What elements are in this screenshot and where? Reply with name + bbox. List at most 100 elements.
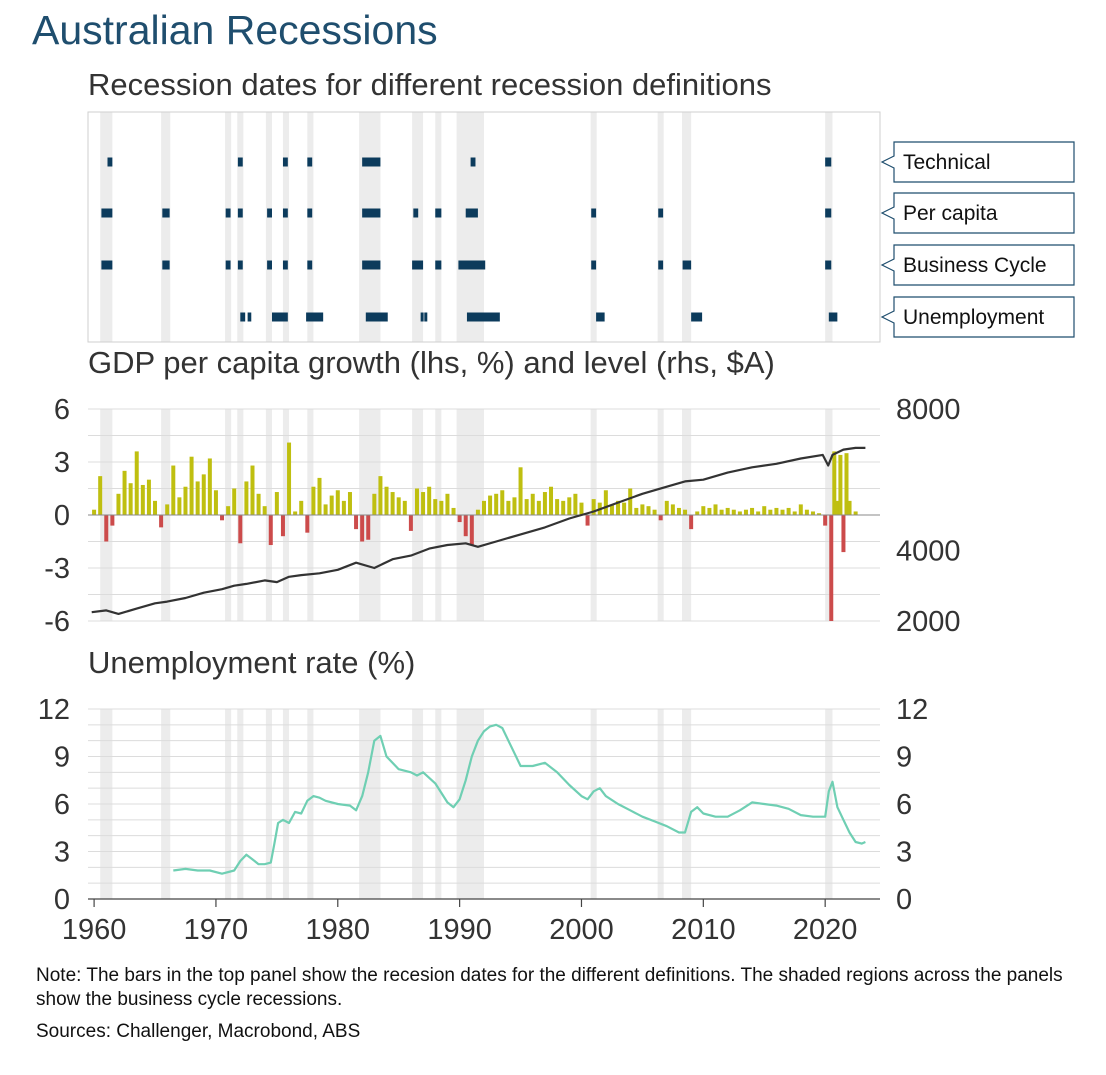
recession-period-bar bbox=[691, 312, 703, 322]
gdp-growth-bar bbox=[335, 490, 340, 515]
gdp-growth-bar bbox=[457, 515, 462, 523]
unemployment-panel: 12 12 9 9 6 6 3 3 0 0 bbox=[38, 694, 929, 916]
gdp-panel: 6 3 0 -3 -6 8000 4000 2000 bbox=[44, 394, 960, 638]
gdp-growth-bar bbox=[195, 481, 200, 515]
gdp-growth-bar bbox=[844, 453, 849, 515]
gdp-growth-bar bbox=[183, 486, 188, 515]
year-tick-label: 1990 bbox=[427, 914, 492, 946]
gdp-growth-bar bbox=[780, 509, 785, 515]
gdp-growth-bar bbox=[421, 492, 426, 515]
gdp-growth-bar bbox=[664, 500, 669, 515]
gdp-level-line bbox=[91, 446, 866, 615]
gdp-growth-bar bbox=[713, 504, 718, 515]
gdp-growth-bar bbox=[628, 488, 633, 515]
unemployment-left-tick-label: 0 bbox=[54, 884, 70, 916]
gdp-growth-bar bbox=[561, 500, 566, 515]
chart-sources: Sources: Challenger, Macrobond, ABS bbox=[36, 1021, 361, 1042]
unemployment-left-tick-label: 9 bbox=[54, 742, 70, 774]
recession-period-bar bbox=[362, 157, 381, 167]
gdp-growth-bar bbox=[104, 515, 109, 542]
gdp-growth-bar bbox=[810, 511, 815, 515]
unemployment-right-tick-label: 6 bbox=[896, 789, 912, 821]
gdp-growth-bar bbox=[853, 511, 858, 515]
gdp-growth-bar bbox=[262, 506, 267, 515]
gdp-growth-bar bbox=[719, 509, 724, 515]
gdp-right-tick-label: 2000 bbox=[896, 606, 961, 638]
gdp-growth-bar bbox=[695, 511, 700, 515]
gdp-left-tick-label: 0 bbox=[54, 500, 70, 532]
recession-period-bar bbox=[307, 260, 313, 270]
gdp-growth-bar bbox=[414, 488, 419, 515]
gdp-growth-bar bbox=[469, 515, 474, 546]
recession-period-bar bbox=[362, 260, 381, 270]
gdp-growth-bar bbox=[640, 504, 645, 515]
gdp-growth-bar bbox=[737, 511, 742, 515]
gdp-growth-bar bbox=[622, 502, 627, 515]
year-tick-label: 2000 bbox=[549, 914, 614, 946]
gdp-growth-bar bbox=[92, 509, 97, 515]
unemployment-rate-line bbox=[173, 723, 866, 875]
recession-shade-1 bbox=[161, 112, 171, 342]
gdp-growth-bar bbox=[512, 497, 517, 515]
gdp-growth-bar bbox=[652, 509, 657, 515]
gdp-growth-bar bbox=[555, 499, 560, 515]
recession-shade-1 bbox=[265, 112, 272, 342]
gdp-growth-bar bbox=[817, 513, 822, 515]
year-tick-label: 2010 bbox=[671, 914, 736, 946]
gdp-growth-bar bbox=[634, 507, 639, 515]
recession-period-bar bbox=[435, 208, 442, 218]
gdp-growth-bar bbox=[378, 476, 383, 515]
gdp-growth-bar bbox=[329, 495, 334, 515]
recession-dates-panel: Technical Per capita Business Cycle Unemplo… bbox=[87, 111, 1075, 343]
gdp-growth-bar bbox=[603, 490, 608, 515]
gdp-growth-bar bbox=[305, 515, 310, 533]
recession-period-bar bbox=[162, 260, 170, 270]
gdp-growth-bar bbox=[731, 509, 736, 515]
gdp-growth-bar bbox=[427, 486, 432, 515]
recession-period-bar bbox=[825, 260, 832, 270]
legend-label-technical: Technical bbox=[903, 151, 991, 174]
recession-period-bar bbox=[282, 260, 288, 270]
gdp-growth-bar bbox=[829, 515, 834, 621]
unemployment-right-tick-label: 0 bbox=[896, 884, 912, 916]
gdp-growth-bar bbox=[670, 504, 675, 515]
gdp-growth-bar bbox=[384, 486, 389, 515]
recession-shade-1 bbox=[359, 112, 381, 342]
gdp-growth-bar bbox=[390, 492, 395, 515]
gdp-growth-bar bbox=[591, 499, 596, 515]
gdp-growth-bar bbox=[658, 515, 663, 521]
gdp-growth-bar bbox=[609, 504, 614, 515]
gdp-panel-title: GDP per capita growth (lhs, %) and level… bbox=[88, 345, 775, 380]
recession-dates-panel-title: Recession dates for different recession … bbox=[88, 67, 772, 102]
gdp-growth-bar bbox=[494, 493, 499, 515]
gdp-growth-bar bbox=[439, 500, 444, 515]
chart-main-title: Australian Recessions bbox=[32, 7, 438, 53]
recession-period-bar bbox=[365, 312, 388, 322]
recession-shade-1 bbox=[307, 112, 314, 342]
recession-period-bar bbox=[424, 312, 428, 322]
gdp-growth-bar bbox=[396, 497, 401, 515]
gdp-growth-bar bbox=[482, 500, 486, 515]
gdp-growth-bar bbox=[500, 490, 505, 515]
recession-period-bar bbox=[237, 157, 243, 167]
year-tick-label: 1980 bbox=[306, 914, 371, 946]
recession-period-bar bbox=[420, 312, 424, 322]
gdp-left-tick-label: -6 bbox=[44, 606, 70, 638]
gdp-growth-bar bbox=[463, 515, 468, 537]
recession-shade-1 bbox=[100, 112, 113, 342]
recession-period-bar bbox=[247, 312, 252, 322]
gdp-growth-bar bbox=[153, 500, 158, 515]
gdp-growth-bar bbox=[768, 509, 773, 515]
gdp-growth-bar bbox=[366, 515, 371, 540]
gdp-growth-bar bbox=[750, 507, 755, 515]
gdp-growth-bar bbox=[165, 504, 170, 515]
gdp-growth-bar bbox=[207, 458, 212, 515]
year-tick-label: 1960 bbox=[62, 914, 127, 946]
gdp-growth-bar bbox=[116, 493, 121, 515]
gdp-growth-bar bbox=[311, 486, 316, 515]
recession-period-bar bbox=[237, 260, 243, 270]
gdp-growth-bar bbox=[408, 515, 413, 531]
recession-period-bar bbox=[658, 260, 664, 270]
gdp-growth-bar bbox=[835, 500, 840, 515]
